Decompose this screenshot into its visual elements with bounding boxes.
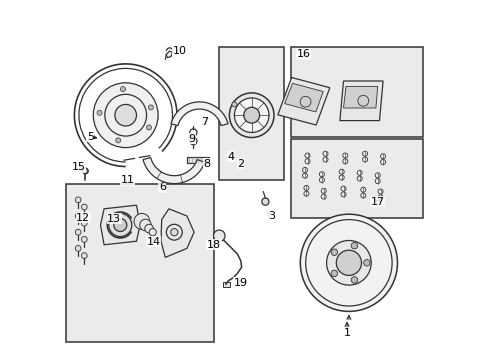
Text: 7: 7 — [201, 117, 208, 127]
Bar — [291, 47, 422, 137]
Circle shape — [81, 204, 87, 210]
Text: 8: 8 — [203, 159, 210, 169]
Circle shape — [330, 270, 337, 276]
Circle shape — [82, 168, 88, 174]
Bar — [66, 184, 213, 342]
Text: 18: 18 — [206, 240, 221, 250]
Circle shape — [148, 105, 153, 110]
Circle shape — [81, 253, 87, 258]
Circle shape — [350, 277, 357, 283]
Text: 5: 5 — [87, 132, 94, 142]
Circle shape — [134, 213, 149, 229]
Text: 1: 1 — [343, 328, 350, 338]
Text: 16: 16 — [296, 49, 310, 59]
Circle shape — [116, 138, 121, 143]
Circle shape — [244, 107, 259, 123]
Text: 15: 15 — [72, 162, 86, 172]
Text: 4: 4 — [227, 152, 234, 162]
Polygon shape — [161, 209, 194, 257]
Circle shape — [115, 220, 125, 230]
Text: 12: 12 — [76, 213, 90, 223]
Circle shape — [115, 104, 136, 126]
Circle shape — [170, 229, 178, 236]
Polygon shape — [277, 77, 329, 125]
Polygon shape — [284, 84, 323, 112]
Bar — [219, 47, 284, 180]
Polygon shape — [101, 205, 140, 245]
Circle shape — [149, 229, 156, 236]
Circle shape — [114, 219, 126, 231]
Bar — [234, 103, 244, 106]
Bar — [223, 282, 230, 287]
Circle shape — [326, 240, 370, 285]
Circle shape — [93, 83, 158, 148]
Text: 14: 14 — [146, 237, 161, 247]
Text: 3: 3 — [267, 211, 274, 221]
Circle shape — [213, 230, 224, 242]
Circle shape — [234, 98, 268, 132]
Circle shape — [229, 93, 273, 138]
Circle shape — [81, 220, 87, 226]
Circle shape — [97, 110, 102, 115]
Bar — [186, 157, 208, 163]
Polygon shape — [339, 81, 382, 121]
Text: 10: 10 — [172, 46, 186, 56]
Circle shape — [75, 213, 81, 219]
Text: 17: 17 — [370, 197, 384, 207]
Circle shape — [231, 102, 237, 107]
Bar — [291, 139, 422, 218]
Circle shape — [81, 237, 87, 242]
Text: 11: 11 — [120, 175, 134, 185]
Polygon shape — [343, 86, 377, 108]
Text: 9: 9 — [188, 134, 196, 144]
Circle shape — [336, 250, 361, 275]
Text: 19: 19 — [233, 278, 247, 288]
Circle shape — [109, 214, 131, 236]
Circle shape — [75, 229, 81, 235]
Circle shape — [261, 198, 268, 205]
Polygon shape — [171, 102, 227, 126]
Circle shape — [350, 242, 357, 249]
Polygon shape — [166, 51, 172, 58]
Circle shape — [108, 213, 132, 237]
Circle shape — [144, 224, 153, 233]
Circle shape — [363, 260, 369, 266]
Circle shape — [330, 249, 337, 256]
Text: 6: 6 — [159, 182, 165, 192]
Circle shape — [120, 86, 125, 91]
Polygon shape — [142, 158, 204, 184]
Circle shape — [75, 246, 81, 251]
Circle shape — [140, 219, 151, 231]
Circle shape — [300, 214, 397, 311]
Circle shape — [75, 197, 81, 203]
Circle shape — [146, 125, 151, 130]
Polygon shape — [83, 167, 87, 174]
Text: 2: 2 — [237, 159, 244, 169]
Text: 13: 13 — [107, 214, 121, 224]
